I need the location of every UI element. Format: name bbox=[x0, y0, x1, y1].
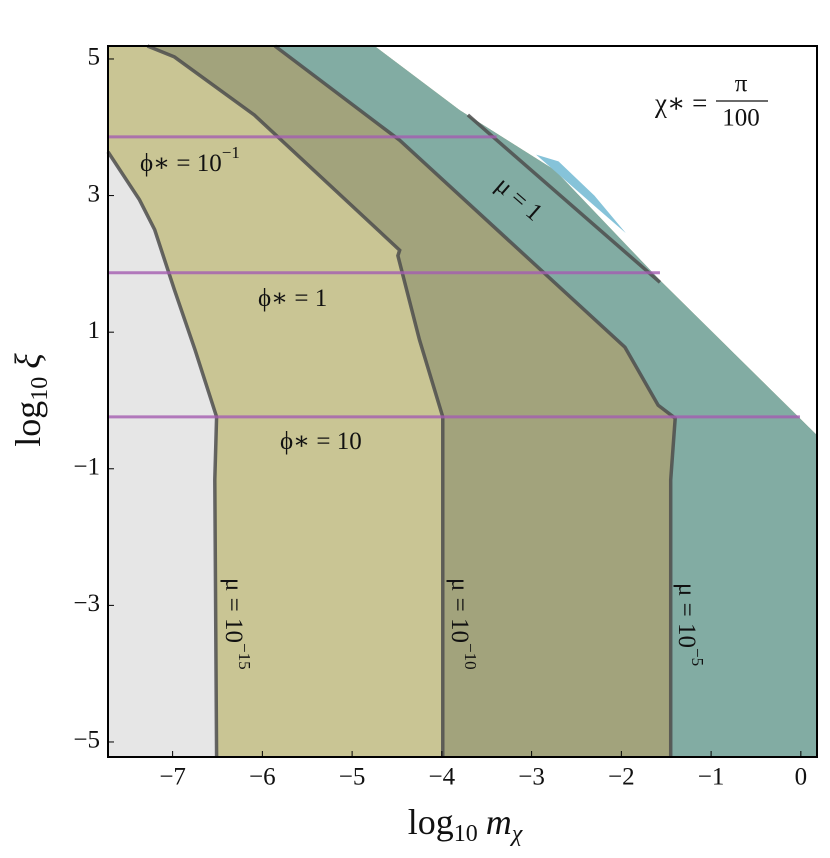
annotation: μ = 10−10 bbox=[446, 578, 480, 670]
x-tick-label: −1 bbox=[698, 764, 725, 791]
x-tick-label: −3 bbox=[518, 764, 545, 791]
boundary-curve bbox=[146, 44, 445, 757]
annotation-text: ϕ∗ = 1 bbox=[258, 285, 327, 312]
annotation: ϕ∗ = 1 bbox=[258, 285, 327, 312]
x-tick-label: −2 bbox=[608, 764, 635, 791]
plot-frame bbox=[107, 45, 818, 758]
annotation-sup: −15 bbox=[235, 643, 254, 670]
annotation-text: μ = 10 bbox=[220, 578, 247, 643]
y-tick-label: 3 bbox=[88, 180, 101, 207]
annotation-text: μ = 10 bbox=[446, 578, 473, 643]
annotation-text: ϕ∗ = 10 bbox=[140, 150, 222, 177]
x-tick-label: −7 bbox=[159, 764, 186, 791]
annotation: ϕ∗ = 10 bbox=[280, 428, 362, 455]
y-tick-label: −5 bbox=[73, 727, 100, 754]
chi-den: 100 bbox=[722, 105, 760, 132]
mu1-line bbox=[466, 113, 662, 284]
annotation-text: ϕ∗ = 10 bbox=[280, 428, 362, 455]
label-part: log bbox=[8, 401, 48, 447]
label-part: m bbox=[486, 802, 512, 842]
y-tick-label: −1 bbox=[73, 454, 100, 481]
chi-num: π bbox=[735, 71, 748, 98]
label-sub: χ bbox=[510, 821, 524, 847]
y-tick-label: 5 bbox=[88, 44, 101, 71]
y-tick-label: −3 bbox=[73, 590, 100, 617]
x-tick-label: 0 bbox=[795, 764, 808, 791]
chi-label: χ∗ = bbox=[654, 88, 707, 118]
annotation-text: μ = 10 bbox=[673, 583, 700, 648]
boundary-curve bbox=[273, 44, 678, 757]
x-axis-label: log10 mχ bbox=[408, 802, 524, 846]
annotation-sup: −1 bbox=[222, 143, 240, 162]
sliver-region bbox=[536, 154, 626, 234]
y-tick-label: 1 bbox=[88, 317, 101, 344]
boundary-curve bbox=[106, 150, 219, 758]
label-part: ξ bbox=[8, 353, 48, 369]
annotation: μ = 10−15 bbox=[220, 578, 254, 670]
label-part: log bbox=[408, 802, 454, 842]
y-axis-label: log10 ξ bbox=[8, 353, 52, 447]
x-tick-label: −4 bbox=[429, 764, 456, 791]
annotation: μ = 10−5 bbox=[673, 583, 707, 666]
annotation-sup: −10 bbox=[461, 643, 480, 670]
label-sub: 10 bbox=[27, 377, 53, 401]
annotation: ϕ∗ = 10−1 bbox=[140, 143, 240, 177]
x-tick-label: −6 bbox=[249, 764, 276, 791]
annotation-sup: −5 bbox=[688, 648, 707, 666]
label-sub: 10 bbox=[454, 821, 478, 847]
x-tick-label: −5 bbox=[339, 764, 366, 791]
